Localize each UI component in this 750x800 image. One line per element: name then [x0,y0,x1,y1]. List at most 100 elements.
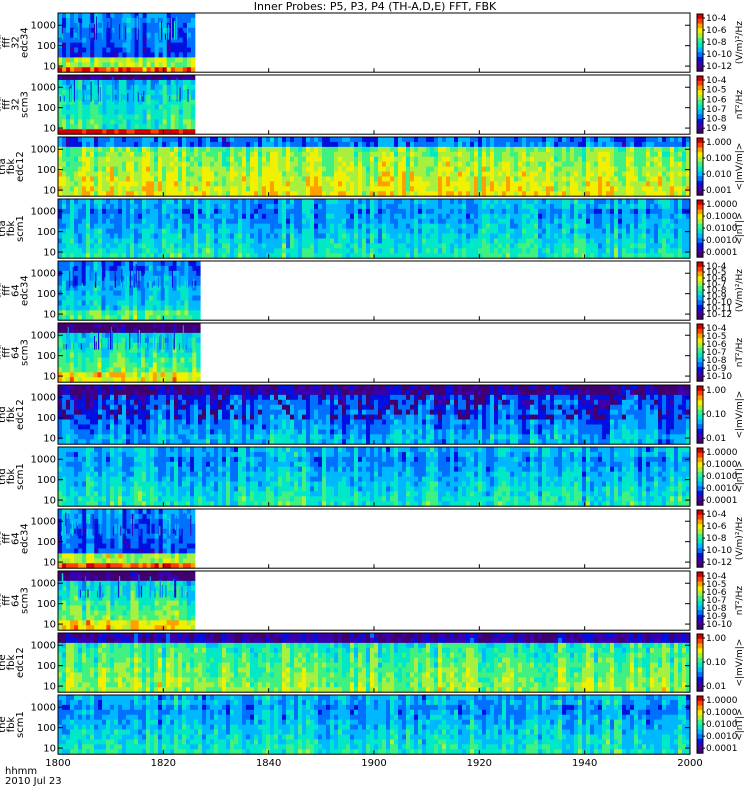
spectrogram-cell [82,243,87,249]
spectrogram-cell [614,151,619,158]
spectrogram-cell [502,203,507,210]
spectrogram-cell [378,223,383,229]
spectrogram-cell [582,238,587,244]
spectrogram-cell [490,156,495,163]
spectrogram-cell [290,208,295,215]
spectrogram-cell [106,119,111,125]
spectrogram-cell [342,233,347,239]
spectrogram-cell [510,186,515,192]
spectrogram-cell [458,248,463,254]
spectrogram-cell [454,213,459,220]
spectrogram-cell [230,191,235,197]
spectrogram-cell [290,156,295,163]
spectrogram-cell [98,146,103,153]
spectrogram-cell [626,141,631,148]
spectrogram-cell [110,203,115,210]
spectrogram-cell [486,137,491,143]
spectrogram-cell [58,248,63,254]
spectrogram-cell [462,233,467,239]
spectrogram-cell [98,156,103,163]
spectrogram-cell [74,42,79,48]
spectrogram-cell [94,243,99,249]
spectrogram-cell [186,156,191,163]
spectrogram-cell [546,228,551,234]
spectrogram-cell [78,129,83,135]
spectrogram-cell [490,248,495,254]
spectrogram-cell [178,84,184,91]
spectrogram-cell [258,223,263,229]
spectrogram-cell [78,203,83,210]
spectrogram-cell [302,151,307,158]
spectrogram-cell [358,203,363,210]
spectrogram-cell [478,137,483,143]
spectrogram-cell [426,166,431,172]
spectrogram-cell [410,156,415,163]
spectrogram-cell [418,253,423,259]
spectrogram-cell [462,161,467,167]
spectrogram-cell [210,208,215,215]
spectrogram-cell [554,233,559,239]
spectrogram-cell [598,141,603,148]
spectrogram-cell [454,248,459,254]
spectrogram-cell [626,137,631,143]
spectrogram-cell [518,203,523,210]
panel-label-line: tha [0,34,4,50]
spectrogram-cell [350,238,355,244]
spectrogram-cell [294,238,299,244]
spectrogram-cell [238,213,243,220]
spectrogram-cell [270,233,275,239]
spectrogram-cell [402,233,407,239]
spectrogram-cell [150,218,155,225]
spectrogram-cell [402,161,407,167]
spectrogram-cell [234,213,239,220]
spectrogram-cell [89,295,94,301]
spectrogram-cell [106,22,111,29]
spectrogram-cell [298,213,303,220]
spectrogram-cell [610,186,615,192]
spectrogram-cell [170,52,176,58]
spectrogram-cell [142,191,147,197]
spectrogram-cell [542,186,547,192]
spectrogram-cell [258,243,263,249]
spectrogram-cell [150,253,155,259]
spectrogram-cell [338,243,343,249]
spectrogram-cell [146,233,151,239]
spectrogram-cell [534,191,539,197]
spectrogram-cell [534,208,539,215]
spectrogram-cell [102,181,107,187]
spectrogram-cell [142,213,147,220]
spectrogram-cell [174,99,180,105]
spectrogram-cell [178,191,183,197]
spectrogram-cell [398,223,403,229]
spectrogram-cell [106,253,111,259]
spectrogram-cell [70,89,75,96]
spectrogram-cell [150,67,156,73]
spectrogram-cell [570,228,575,234]
spectrogram-cell [162,75,168,81]
spectrogram-cell [414,156,419,163]
spectrogram-cell [98,13,103,19]
spectrogram-cell [378,208,383,215]
spectrogram-cell [150,208,155,215]
spectrogram-cell [74,228,79,234]
spectrogram-cell [378,238,383,244]
spectrogram-cell [262,233,267,239]
spectrogram-cell [650,253,655,259]
spectrogram-cell [458,199,463,205]
spectrogram-cell [606,191,611,197]
spectrogram-cell [73,305,79,311]
spectrogram-cell [330,156,335,163]
spectrogram-cell [158,253,163,259]
spectrogram-cell [69,290,75,296]
spectrogram-cell [102,248,107,254]
spectrogram-cell [122,109,127,115]
spectrogram-cell [522,137,527,143]
spectrogram-cell [206,218,211,225]
spectrogram-cell [86,146,91,153]
spectrogram-cell [154,191,159,197]
spectrogram-cell [330,253,335,259]
spectrogram-cell [618,146,623,153]
spectrogram-cell [410,238,415,244]
spectrogram-cell [250,243,255,249]
spectrogram-cell [270,243,275,249]
